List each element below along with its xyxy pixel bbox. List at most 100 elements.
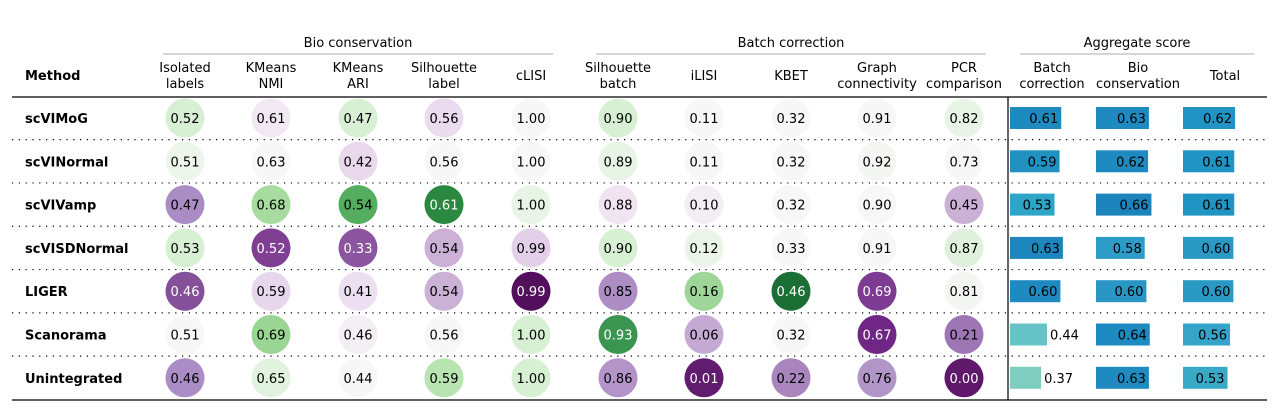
score-label: 0.61 (257, 112, 286, 127)
score-label: 0.32 (777, 199, 806, 214)
aggregate-bar (1010, 236, 1063, 259)
aggregate-bar (1010, 323, 1047, 346)
aggregate-label: 0.63 (1117, 372, 1146, 387)
score-circle (511, 271, 551, 311)
score-circle (165, 185, 205, 225)
aggregate-bar (1010, 280, 1061, 303)
score-label: 0.11 (690, 112, 719, 127)
score-circle (424, 98, 464, 138)
score-circle (771, 141, 811, 181)
score-circle (511, 228, 551, 268)
score-label: 0.52 (257, 242, 286, 257)
aggregate-bar (1010, 107, 1062, 129)
table-row: LIGER 0.46 0.59 0.41 0.54 0.99 0.85 0.16 0.46 0.6… (25, 271, 1234, 311)
group-headers: Bio conservation Batch correction Aggregat… (163, 36, 1254, 55)
aggregate-label: 0.60 (1201, 242, 1230, 257)
score-label: 0.93 (604, 329, 633, 344)
score-label: 0.00 (950, 372, 979, 387)
score-label: 0.51 (171, 155, 200, 170)
score-circle (251, 141, 291, 181)
score-label: 0.46 (171, 285, 200, 300)
aggregate-bar (1096, 193, 1152, 216)
aggregate-bar (1096, 323, 1150, 346)
score-circle (944, 185, 984, 225)
method-label: LIGER (25, 285, 68, 300)
score-label: 0.42 (344, 155, 373, 170)
score-circle (338, 358, 378, 398)
score-circle (511, 98, 551, 138)
score-label: 0.61 (430, 199, 459, 214)
aggregate-bar (1010, 193, 1055, 216)
score-circle (424, 228, 464, 268)
score-circle (771, 185, 811, 225)
score-circle (251, 185, 291, 225)
score-circle (857, 185, 897, 225)
column-header: Batch correction (1019, 61, 1084, 92)
score-circle (857, 315, 897, 354)
score-circle (771, 358, 811, 398)
score-circle (857, 98, 897, 138)
aggregate-label: 0.62 (1203, 112, 1232, 127)
score-circle (771, 98, 811, 138)
score-label: 0.59 (257, 285, 286, 300)
aggregate-label: 0.37 (1044, 372, 1073, 387)
score-circle (424, 141, 464, 181)
score-label: 0.85 (604, 285, 633, 300)
score-circle (424, 358, 464, 398)
aggregate-bar (1183, 150, 1235, 173)
score-circle (165, 141, 205, 181)
score-label: 0.99 (517, 285, 546, 300)
score-label: 0.69 (863, 285, 892, 300)
score-circle (251, 315, 291, 354)
score-circle (944, 228, 984, 268)
score-label: 0.67 (863, 329, 892, 344)
score-circle (684, 228, 724, 268)
aggregate-label: 0.64 (1118, 329, 1147, 344)
score-circle (857, 228, 897, 268)
score-label: 0.12 (690, 242, 719, 257)
score-circle (251, 271, 291, 311)
method-label: scVIMoG (25, 112, 88, 127)
score-circle (684, 185, 724, 225)
score-circle (165, 98, 205, 138)
score-circle (424, 271, 464, 311)
score-circle (251, 98, 291, 138)
aggregate-label: 0.59 (1028, 155, 1057, 170)
column-header: KMeans NMI (246, 61, 297, 92)
aggregate-label: 0.63 (1117, 112, 1146, 127)
score-label: 0.54 (430, 242, 459, 257)
score-label: 0.47 (344, 112, 373, 127)
method-label: Unintegrated (25, 372, 122, 387)
score-label: 0.46 (344, 329, 373, 344)
aggregate-label: 0.53 (1023, 199, 1052, 214)
aggregate-bar (1183, 366, 1228, 389)
score-circle (338, 185, 378, 225)
aggregate-bar (1183, 236, 1234, 259)
aggregate-label: 0.62 (1116, 155, 1145, 170)
score-circle (944, 141, 984, 181)
score-label: 0.86 (604, 372, 633, 387)
column-header: cLISI (516, 69, 546, 84)
score-label: 0.01 (690, 372, 719, 387)
aggregate-bar (1010, 366, 1042, 389)
table-row: Unintegrated 0.46 0.65 0.44 0.59 1.00 0.86 0.01… (25, 358, 1228, 398)
score-circle (511, 358, 551, 398)
column-headers: Method Isolated labels KMeans NMI KMeans ARI S… (25, 61, 1240, 92)
score-label: 0.41 (344, 285, 373, 300)
score-circle (771, 315, 811, 354)
score-circle (857, 271, 897, 311)
score-label: 0.82 (950, 112, 979, 127)
score-circle (684, 358, 724, 398)
aggregate-bar (1183, 193, 1235, 216)
group-header: Batch correction (738, 36, 845, 51)
score-label: 0.10 (690, 199, 719, 214)
score-circle (944, 271, 984, 311)
aggregate-label: 0.61 (1202, 199, 1231, 214)
aggregate-bar (1183, 280, 1234, 303)
score-label: 0.33 (344, 242, 373, 257)
column-header: Graph connectivity (837, 61, 917, 92)
aggregate-label: 0.60 (1201, 285, 1230, 300)
score-circle (338, 271, 378, 311)
column-header: KBET (774, 69, 808, 84)
score-label: 0.11 (690, 155, 719, 170)
